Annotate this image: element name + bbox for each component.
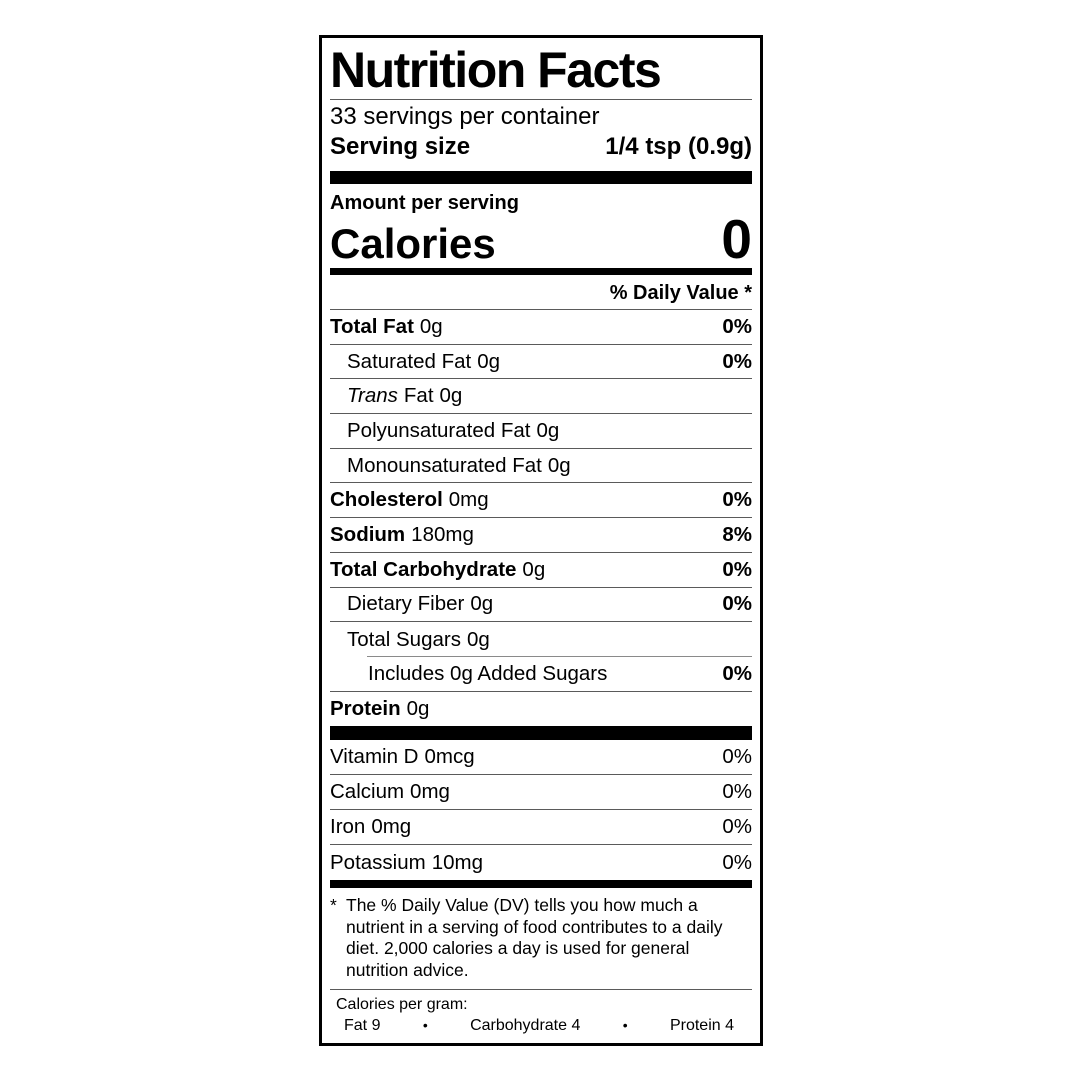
daily-value-header: % Daily Value * [330,275,752,310]
nutrient-row-trans-fat: Trans Fat 0g [330,379,752,415]
calories-value: 0 [721,208,752,270]
nutrient-row-saturated-fat: Saturated Fat 0g 0% [330,345,752,380]
calories-per-gram-section: Calories per gram: Fat 9 • Carbohydrate … [330,990,752,1043]
cpg-item-fat: Fat 9 [344,1017,381,1035]
serving-size-value: 1/4 tsp (0.9g) [605,133,752,160]
nutrient-amount: 0g [522,557,546,581]
vitamin-row-potassium: Potassium 10mg 0% [330,845,752,880]
nutrient-row-dietary-fiber: Dietary Fiber 0g 0% [330,588,752,623]
serving-size-label: Serving size [330,133,471,160]
calories-row: Calories 0 [330,208,752,270]
footnote-asterisk: * [330,895,337,916]
bullet-separator: • [422,1017,428,1034]
nutrient-name: Fat [403,384,434,408]
vitamin-name: Iron [330,815,366,839]
vitamin-row-calcium: Calcium 0mg 0% [330,775,752,811]
nutrient-row-total-fat: Total Fat 0g 0% [330,310,752,345]
vitamin-name: Vitamin D [330,745,419,769]
cpg-item-carbohydrate: Carbohydrate 4 [470,1017,581,1035]
vitamin-amount: 0mg [410,780,450,804]
serving-size-row: Serving size 1/4 tsp (0.9g) [330,132,752,162]
title-divider [330,99,752,100]
nutrient-name: Sodium [330,522,406,546]
daily-value-footnote: * The % Daily Value (DV) tells you how m… [330,888,752,991]
vitamin-name: Potassium [330,850,426,874]
vitamin-row-vitamin-d: Vitamin D 0mcg 0% [330,740,752,776]
nutrient-amount: 0g [547,453,571,477]
calories-label: Calories [330,220,496,267]
nutrient-name: Polyunsaturated Fat [347,418,531,442]
bullet-separator: • [622,1017,628,1034]
nutrient-row-total-carbohydrate: Total Carbohydrate 0g 0% [330,553,752,588]
nutrient-dv: 0% [722,349,752,373]
calories-per-gram-title: Calories per gram: [336,996,468,1014]
nutrient-name: Protein [330,696,401,720]
nutrient-name-italic: Trans [347,384,398,408]
vitamin-dv: 0% [722,780,752,804]
nutrient-dv: 0% [722,488,752,512]
amount-per-serving-label: Amount per serving [330,192,519,214]
nutrient-row-monounsaturated-fat: Monounsaturated Fat 0g [330,449,752,484]
cpg-item-protein: Protein 4 [669,1017,734,1035]
nutrient-amount: 0g [406,696,430,720]
nutrient-name: Cholesterol [330,488,443,512]
nutrient-dv: 0% [722,661,752,685]
nutrient-name: Total Carbohydrate [330,557,517,581]
nutrient-row-cholesterol: Cholesterol 0mg 0% [330,483,752,519]
thick-divider-bar [330,171,752,184]
vitamin-row-iron: Iron 0mg 0% [330,810,752,846]
vitamin-amount: 10mg [431,850,483,874]
calories-per-gram-items: Fat 9 • Carbohydrate 4 • Protein 4 [330,1014,752,1035]
nutrient-dv: 8% [722,522,752,546]
nutrient-name: Monounsaturated Fat [347,453,542,477]
nutrient-amount: 0g [419,314,443,338]
vitamin-dv: 0% [722,815,752,839]
servings-per-container: 33 servings per container [330,103,600,130]
nutrient-row-sodium: Sodium 180mg 8% [330,518,752,553]
nutrient-dv: 0% [722,557,752,581]
nutrition-facts-label: Nutrition Facts 33 servings per containe… [319,35,763,1047]
nutrient-amount: 0g [536,418,560,442]
nutrient-name: Total Sugars [347,627,461,651]
nutrient-amount: 0mg [448,488,489,512]
nutrient-amount: 0g [439,384,463,408]
vitamin-dv: 0% [722,850,752,874]
vitamin-amount: 0mcg [424,745,475,769]
nutrient-amount: 0g [470,592,494,616]
label-title: Nutrition Facts [330,42,662,98]
nutrient-row-added-sugars: Includes 0g Added Sugars 0% [330,655,752,692]
nutrient-name: Saturated Fat [347,349,472,373]
vitamin-dv: 0% [722,745,752,769]
footnote-text: The % Daily Value (DV) tells you how muc… [346,895,723,980]
nutrient-amount: 0g [477,349,501,373]
nutrient-name: Includes 0g Added Sugars [368,661,608,685]
medium-divider-bar [330,268,752,275]
nutrient-row-polyunsaturated-fat: Polyunsaturated Fat 0g [330,414,752,449]
nutrient-row-total-sugars: Total Sugars 0g [330,622,752,657]
nutrient-amount: 0g [466,627,490,651]
vitamin-amount: 0mg [371,815,412,839]
nutrient-dv: 0% [722,592,752,616]
thick-divider-bar [330,880,752,889]
nutrient-dv: 0% [722,314,752,338]
vitamin-name: Calcium [330,780,405,804]
thick-divider-bar [330,726,752,741]
nutrient-name: Total Fat [330,314,414,338]
nutrient-row-protein: Protein 0g [330,692,752,727]
nutrient-amount: 180mg [411,522,474,546]
nutrient-name: Dietary Fiber [347,592,465,616]
